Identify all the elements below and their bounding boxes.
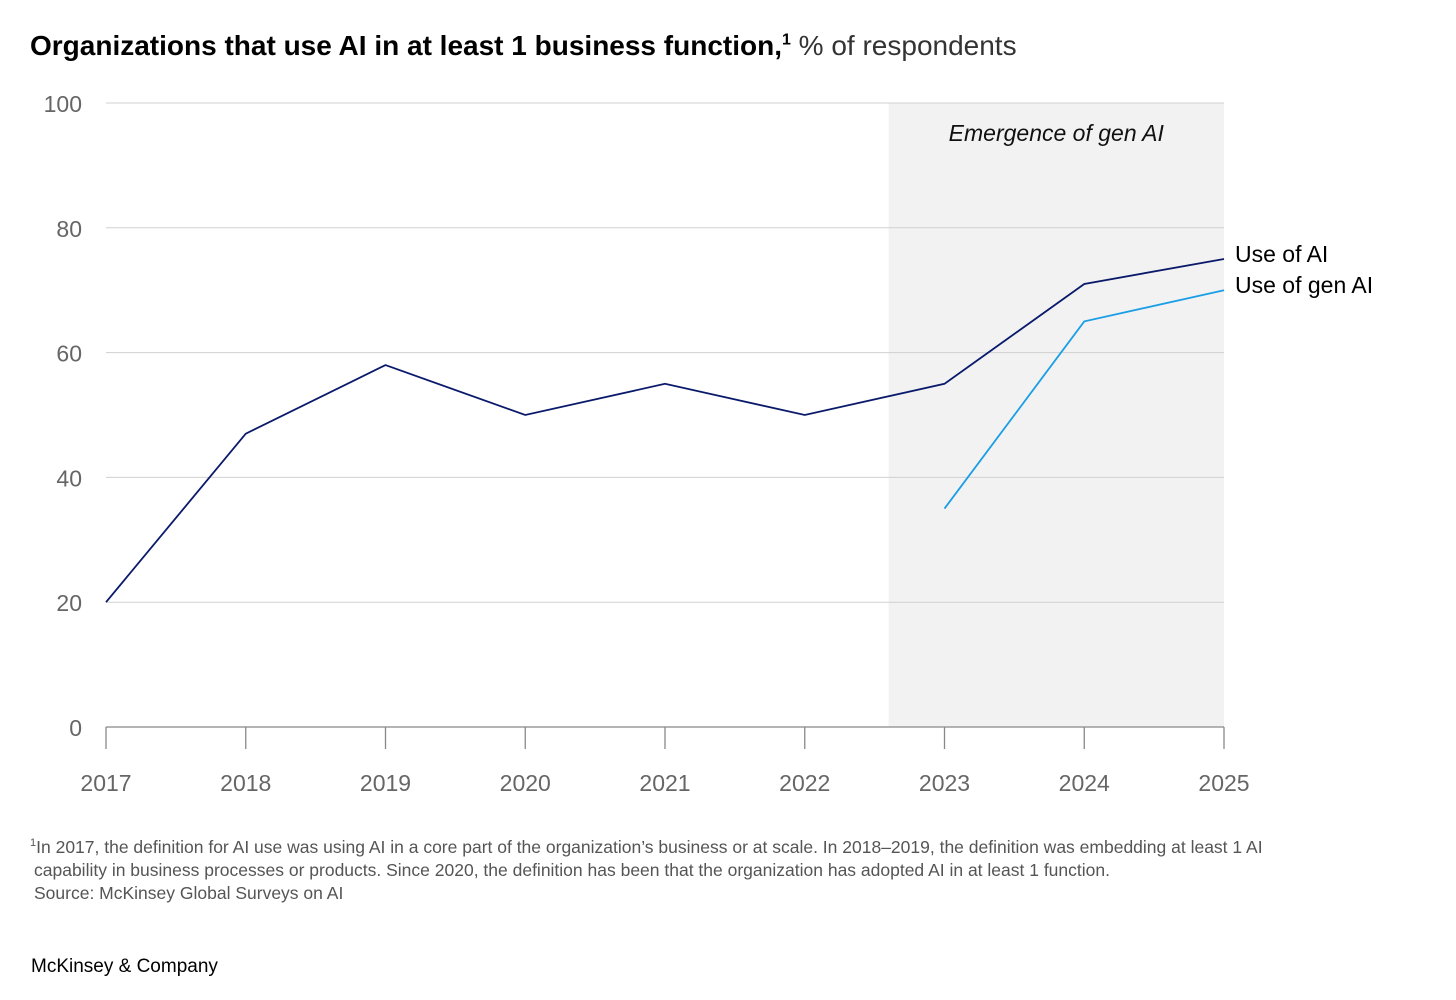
series-label: Use of AI	[1235, 241, 1328, 267]
x-tick-label: 2019	[360, 770, 411, 796]
brand-logo-text: McKinsey & Company	[31, 956, 218, 977]
annotation-label: Emergence of gen AI	[949, 120, 1165, 146]
x-tick-label: 2020	[500, 770, 551, 796]
y-tick-label: 20	[56, 590, 82, 616]
footnote-line-2: capability in business processes or prod…	[34, 859, 1110, 880]
y-tick-label: 80	[56, 216, 82, 242]
title-footnote-mark: 1	[781, 31, 791, 49]
gen-ai-shaded-region	[888, 103, 1224, 727]
y-tick-label: 60	[56, 341, 82, 367]
title-unit: % of respondents	[790, 30, 1017, 61]
x-tick-label: 2024	[1059, 770, 1110, 796]
y-tick-label: 100	[44, 91, 82, 117]
source-note: Source: McKinsey Global Surveys on AI	[34, 882, 344, 903]
series-label: Use of gen AI	[1235, 272, 1373, 298]
chart-title: Organizations that use AI in at least 1 …	[30, 30, 1017, 62]
x-tick-label: 2018	[220, 770, 271, 796]
footnote-mark: 1	[30, 837, 37, 849]
x-tick-label: 2023	[919, 770, 970, 796]
footnote: 1In 2017, the definition for AI use was …	[30, 832, 1430, 905]
title-main: Organizations that use AI in at least 1 …	[30, 30, 782, 61]
footnote-line-1: In 2017, the definition for AI use was u…	[36, 836, 1263, 857]
x-tick-label: 2017	[80, 770, 131, 796]
y-tick-label: 40	[56, 465, 82, 491]
x-tick-label: 2021	[639, 770, 690, 796]
x-tick-label: 2022	[779, 770, 830, 796]
y-tick-label: 0	[69, 715, 82, 741]
x-tick-label: 2025	[1198, 770, 1249, 796]
